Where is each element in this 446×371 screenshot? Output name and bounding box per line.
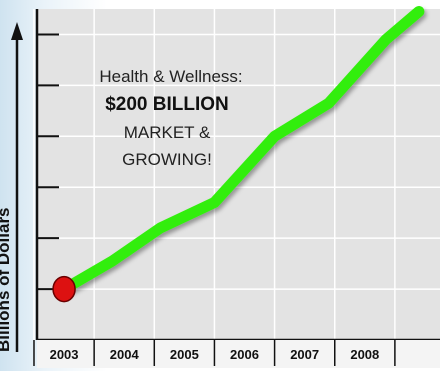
x-tick-label: 2007 <box>290 347 319 362</box>
start-point-marker <box>52 275 76 303</box>
annotation-line-3: MARKET & <box>124 123 211 142</box>
x-axis: 2003 2004 2005 2006 2007 2008 <box>33 340 440 368</box>
x-tick-label: 2006 <box>230 347 259 362</box>
annotation-line-2: $200 BILLION <box>105 94 229 115</box>
series-line <box>58 6 425 295</box>
annotation-line-4: GROWING! <box>122 150 212 169</box>
y-axis-title: Billions of Dollars <box>0 207 13 352</box>
x-tick-label: 2005 <box>170 347 199 362</box>
x-tick-label: 2003 <box>50 347 79 362</box>
x-tick-labels: 2003 2004 2005 2006 2007 2008 <box>33 340 396 366</box>
series-layer <box>52 6 425 303</box>
annotation-line-1: Health & Wellness: <box>99 67 242 86</box>
x-tick-label: 2008 <box>350 347 379 362</box>
y-axis: Billions of Dollars <box>0 22 23 352</box>
x-axis-band <box>37 340 440 368</box>
grid-lines <box>33 9 440 340</box>
x-tick-label: 2004 <box>110 347 140 362</box>
annotation: Health & Wellness: $200 BILLION MARKET &… <box>99 67 242 169</box>
y-axis-arrowhead-icon <box>11 22 23 40</box>
y-ticks <box>37 33 59 291</box>
